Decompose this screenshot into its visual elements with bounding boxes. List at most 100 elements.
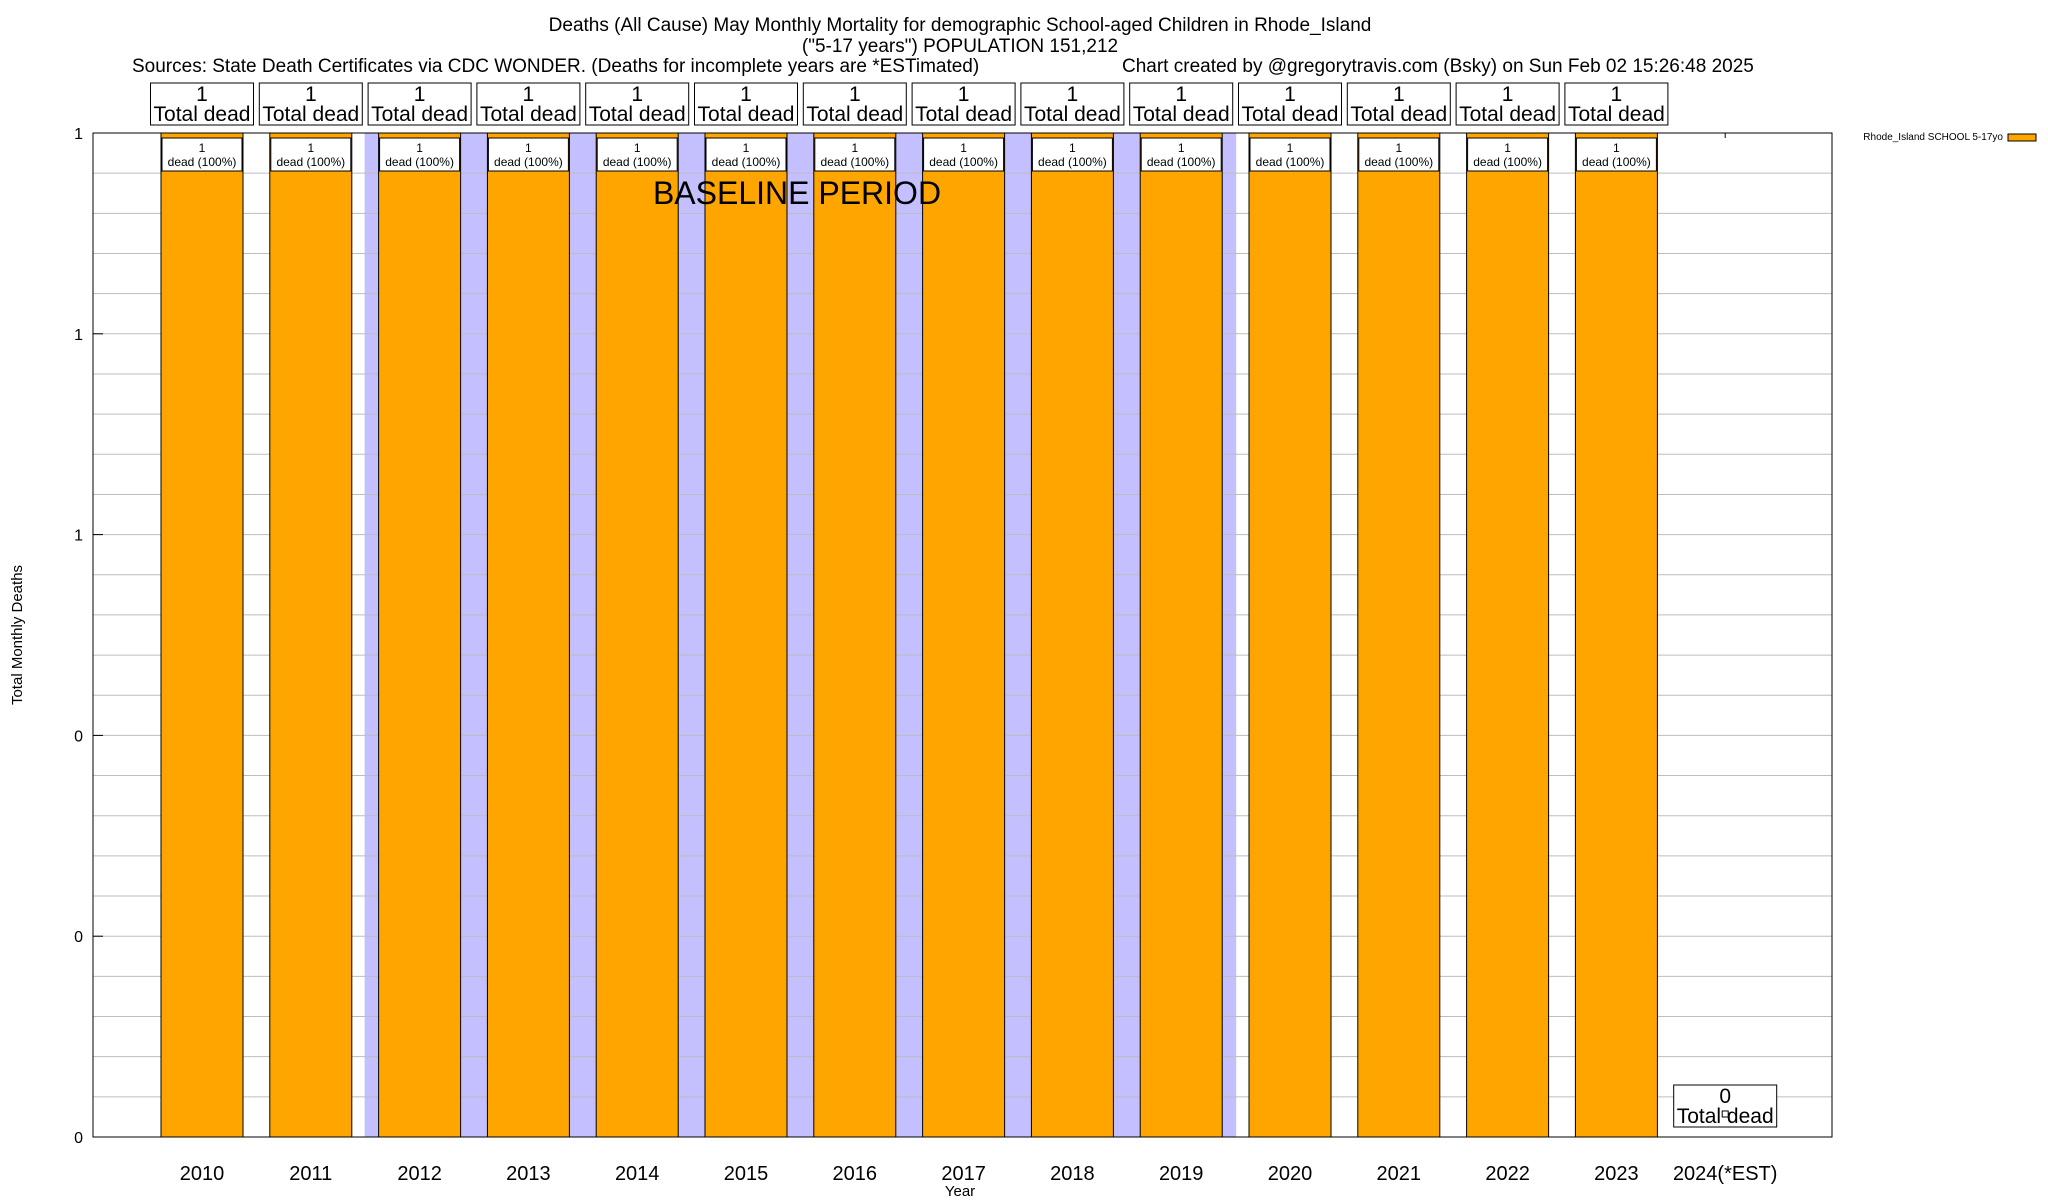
total-label-box [911,82,1016,126]
segment-label-text: dead (100%) [168,155,237,169]
total-label-value: 1 [1502,83,1514,106]
bar-2015 [704,132,788,1138]
total-label-text: Total dead [1350,103,1447,126]
x-tick-label: 2016 [833,1163,878,1185]
chart-title-line1: Deaths (All Cause) May Monthly Mortality… [549,15,1372,36]
x-tick-label: 2013 [506,1163,551,1185]
total-label-text: Total dead [1242,103,1339,126]
total-label-text: Total dead [371,103,468,126]
segment-label-value: 1 [634,141,641,155]
total-label-text: Total dead [806,103,903,126]
y-tick-label: 1 [74,327,83,344]
segment-label-box [923,137,1005,172]
total-label-text: Total dead [154,103,251,126]
chart-title-line2: ("5-17 years") POPULATION 151,212 [802,36,1118,57]
segment-label-text: dead (100%) [1256,155,1325,169]
legend-label: Rhode_Island SCHOOL 5-17yo [1863,132,2003,143]
x-tick-label: 2023 [1594,1163,1639,1185]
total-label-text: Total dead [1024,103,1121,126]
total-label-box [1673,1084,1778,1128]
segment-label-box [705,137,787,172]
segment-label-value: 1 [1069,141,1076,155]
segment-label-value: 1 [1178,141,1185,155]
x-tick-label: 2019 [1159,1163,1204,1185]
y-tick-label: 1 [74,528,83,545]
total-label-box [585,82,690,126]
x-tick-label: 2010 [180,1163,225,1185]
total-label-box [802,82,907,126]
zero-value-marker [1721,1110,1729,1118]
segment-label-text: dead (100%) [1473,155,1542,169]
segment-label-value: 1 [1287,141,1294,155]
x-tick-label: 2022 [1485,1163,1530,1185]
total-label-text: Total dead [480,103,577,126]
y-tick-label: 1 [74,126,83,143]
segment-label-box [596,137,678,172]
total-label-box [258,82,363,126]
total-label-value: 1 [1284,83,1296,106]
segment-label-value: 1 [960,141,967,155]
segment-label-box [1140,137,1222,172]
segment-label-box [379,137,461,172]
bar-2019 [1139,132,1223,1138]
x-tick-label: 2020 [1268,1163,1313,1185]
total-label-value: 1 [1175,83,1187,106]
bar-2011 [269,132,353,1138]
total-label-box [1455,82,1560,126]
segment-label-value: 1 [1504,141,1511,155]
chart-sources: Sources: State Death Certificates via CD… [132,56,979,77]
total-label-box [1238,82,1342,126]
y-tick-label: 0 [74,728,83,745]
bar-2020 [1248,132,1332,1138]
chart-credit: Chart created by @gregorytravis.com (Bsk… [1122,56,1754,77]
segment-label-value: 1 [525,141,532,155]
total-label-text: Total dead [1568,103,1665,126]
total-label-value: 0 [1719,1085,1731,1108]
total-label-value: 1 [958,83,970,106]
total-label-box [476,82,581,126]
segment-label-box [487,137,569,172]
bar-2021 [1357,132,1441,1138]
y-tick-label: 0 [74,1130,83,1147]
segment-label-text: dead (100%) [820,155,889,169]
bar-2023 [1574,132,1658,1138]
segment-label-text: dead (100%) [712,155,781,169]
total-label-box [1129,82,1234,126]
total-label-value: 1 [414,83,426,106]
bar-2013 [486,132,570,1138]
bar-2016 [813,132,897,1138]
segment-label-text: dead (100%) [1038,155,1107,169]
bar-2022 [1466,132,1550,1138]
segment-label-text: dead (100%) [276,155,345,169]
segment-label-box [1031,137,1113,172]
y-axis-label: Total Monthly Deaths [9,565,26,705]
total-label-value: 1 [740,83,752,106]
segment-label-value: 1 [416,141,423,155]
segment-label-text: dead (100%) [494,155,563,169]
segment-label-box [1358,137,1440,172]
total-label-text: Total dead [1133,103,1230,126]
total-label-text: Total dead [589,103,686,126]
total-label-box [150,82,254,126]
segment-label-box [1467,137,1549,172]
x-tick-label: 2021 [1377,1163,1422,1185]
segment-label-text: dead (100%) [1147,155,1216,169]
x-tick-label: 2014 [615,1163,660,1185]
bar-2018 [1030,132,1114,1138]
segment-label-text: dead (100%) [603,155,672,169]
total-label-value: 1 [849,83,861,106]
bar-2017 [922,132,1006,1138]
segment-label-text: dead (100%) [385,155,454,169]
total-label-value: 1 [631,83,643,106]
baseline-label: BASELINE PERIOD [653,175,941,211]
segment-label-box [1249,137,1331,172]
bar-2012 [378,132,462,1138]
total-label-box [367,82,472,126]
total-label-value: 1 [523,83,535,106]
total-label-value: 1 [1393,83,1405,106]
segment-label-value: 1 [307,141,314,155]
segment-label-value: 1 [1395,141,1402,155]
segment-label-value: 1 [851,141,858,155]
segment-label-box [1575,137,1657,172]
